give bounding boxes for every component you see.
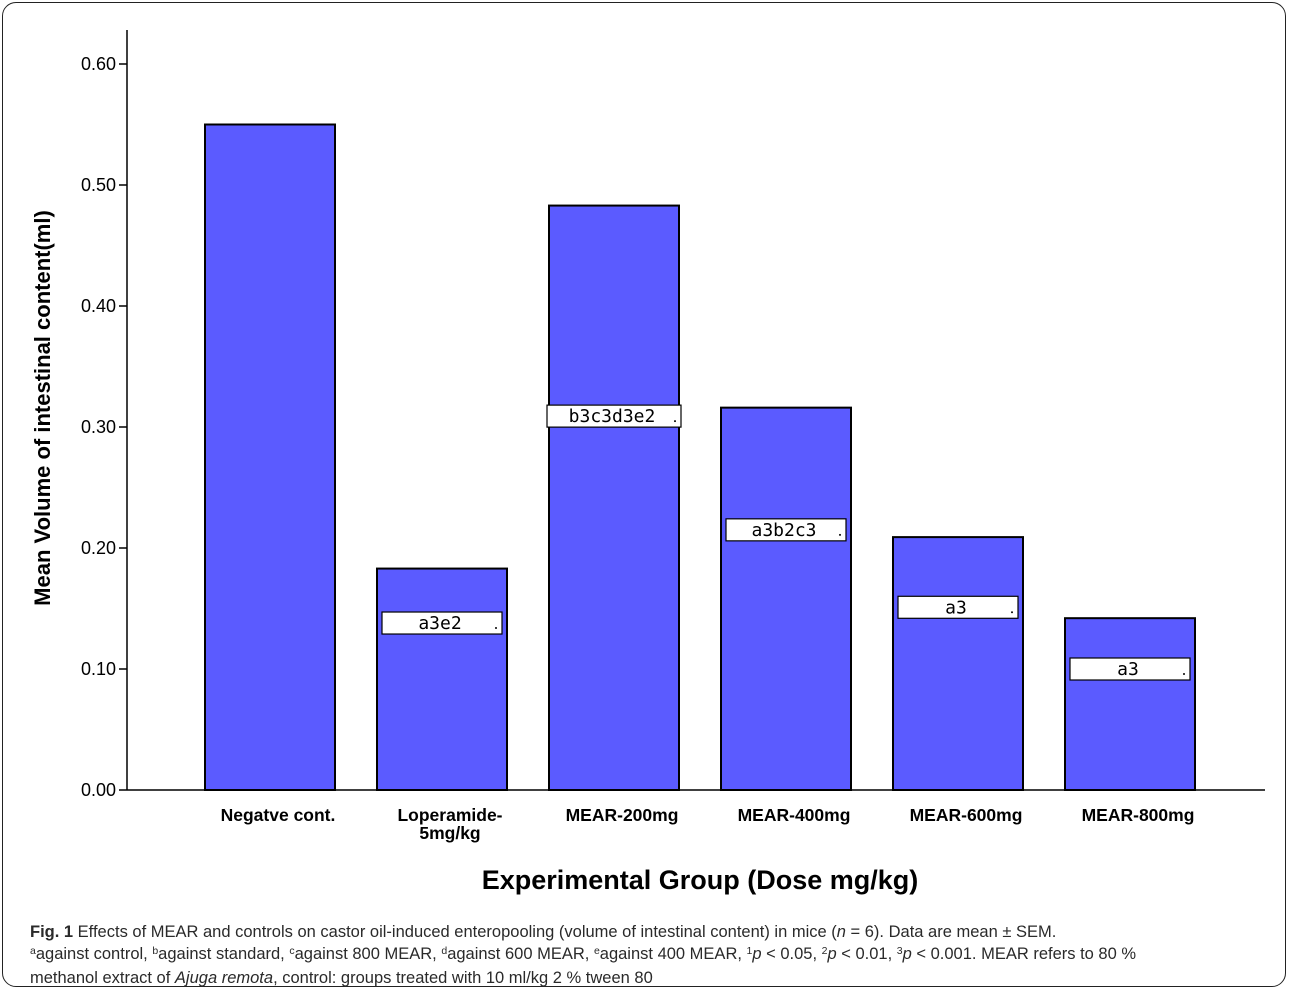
superscript: b (152, 945, 159, 957)
y-axis-label: Mean Volume of intestinal content(ml) (30, 210, 55, 606)
x-axis-label: Experimental Group (Dose mg/kg) (482, 865, 919, 895)
y-tick-label: 0.40 (81, 296, 116, 316)
figure-label: Fig. 1 (30, 923, 74, 941)
caption-text: against 600 MEAR, (447, 945, 594, 963)
y-tick-label: 0.10 (81, 659, 116, 679)
x-tick-label: MEAR-200mg (566, 805, 679, 825)
caption-text: methanol extract of (30, 969, 175, 987)
annotation-box (1069, 657, 1191, 681)
bar (548, 204, 680, 791)
caption-text: against standard, (158, 945, 290, 963)
annotation-box (381, 611, 503, 635)
caption-text: against 800 MEAR, (294, 945, 442, 963)
y-tick-label: 0.20 (81, 538, 116, 558)
superscript: a (30, 945, 36, 957)
bar (204, 123, 336, 791)
caption-text: < 0.05, (761, 945, 822, 963)
y-tick-label: 0.00 (81, 780, 116, 800)
annotation-box (897, 595, 1019, 619)
p-variable: p (827, 945, 837, 963)
annotation-box (725, 518, 847, 542)
annotation-dot (674, 420, 676, 423)
species-name: Ajuga remota (174, 969, 274, 987)
y-tick-label: 0.50 (81, 175, 116, 195)
superscript: 2 (821, 945, 828, 957)
p-variable: p (902, 945, 912, 963)
caption-text: against control, (35, 945, 153, 963)
annotation-label: a3b2c3 (751, 520, 816, 541)
annotation-label: a3 (945, 597, 967, 618)
caption-text: Effects of MEAR and controls on castor o… (73, 923, 837, 941)
annotation-dot (839, 533, 841, 536)
annotation-label: a3 (1117, 659, 1139, 680)
superscript: 1 (746, 945, 753, 957)
caption-text: , control: groups treated with 10 ml/kg … (273, 969, 653, 987)
caption-text: < 0.001. MEAR refers to 80 % (911, 945, 1137, 963)
bar (720, 406, 852, 791)
caption-line-1: Fig. 1 Effects of MEAR and controls on c… (30, 921, 1275, 943)
p-variable: p (752, 945, 762, 963)
caption-line-3: methanol extract of Ajuga remota, contro… (30, 967, 1275, 989)
annotation-label: a3e2 (418, 613, 461, 634)
annotation-dot (495, 627, 497, 630)
y-tick-label: 0.30 (81, 417, 116, 437)
caption-text: = 6). Data are mean ± SEM. (845, 923, 1057, 941)
x-tick-label: MEAR-600mg (910, 805, 1023, 825)
bar (1064, 617, 1196, 791)
superscript: 3 (896, 945, 903, 957)
x-tick-label: Negatve cont. (221, 805, 336, 825)
chart-bars (204, 123, 1196, 791)
x-tick-label: MEAR-800mg (1082, 805, 1195, 825)
x-tick-label: MEAR-400mg (738, 805, 851, 825)
n-variable: n (836, 923, 846, 941)
caption-text: against 400 MEAR, (599, 945, 747, 963)
caption-text: < 0.01, (836, 945, 897, 963)
annotation-dot (1183, 673, 1185, 675)
annotation-box (546, 404, 682, 428)
superscript: e (593, 945, 600, 957)
superscript: c (289, 945, 295, 957)
annotation-label: b3c3d3e2 (569, 406, 656, 427)
x-tick-label: 5mg/kg (419, 823, 480, 843)
y-tick-label: 0.60 (81, 54, 116, 74)
figure-caption: Fig. 1 Effects of MEAR and controls on c… (30, 921, 1275, 989)
bar (892, 536, 1024, 791)
bar (376, 567, 508, 791)
annotation-dot (1011, 611, 1013, 614)
bar-chart: 0.00 0.10 0.20 0.30 0.40 0.50 0.60 Negatve con… (30, 30, 1265, 895)
chart-labels: Negatve cont. Loperamide-5mg/kg a3e2 MEAR-2… (221, 404, 1195, 843)
caption-line-2: aagainst control, bagainst standard, cag… (30, 943, 1275, 967)
x-tick-label: Loperamide- (397, 805, 502, 825)
superscript: d (441, 945, 448, 957)
